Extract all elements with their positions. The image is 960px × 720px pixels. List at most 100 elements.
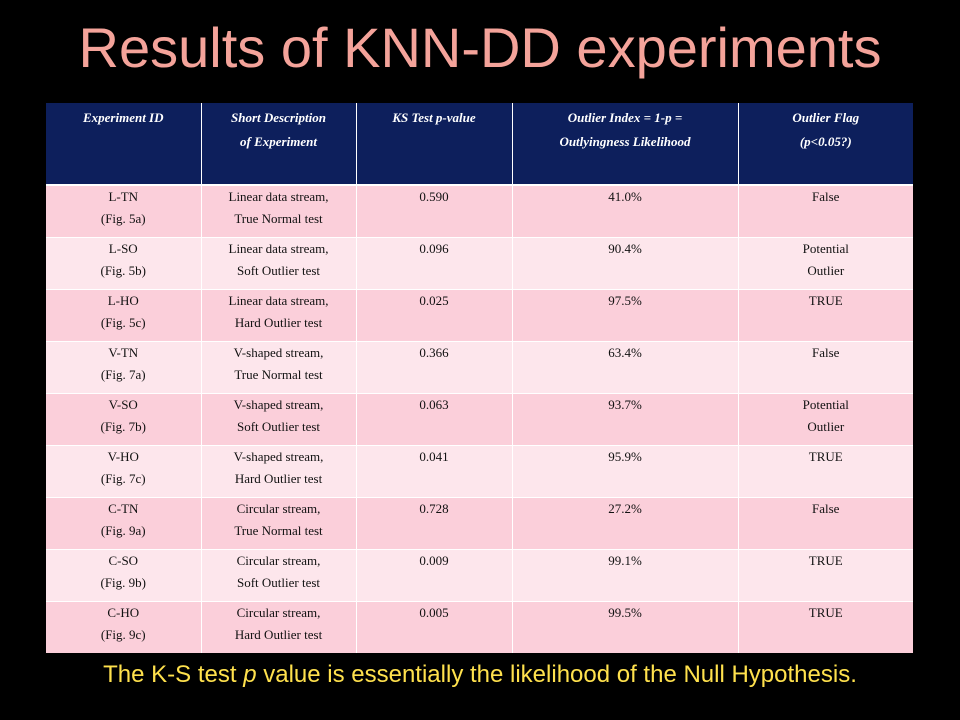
cell-experiment-id: C-SO (Fig. 9b) [46,549,201,602]
cell-outlier-flag: False [737,341,913,394]
table-row: L-SO (Fig. 5b) Linear data stream, Soft Out… [46,237,913,290]
cell-pvalue-line: 0.009 [419,553,449,568]
cell-outlier-index: 99.5% [511,601,738,653]
cell-experiment-id-line: C-TN [108,501,139,516]
cell-experiment-id-line: (Fig. 7c) [100,471,146,486]
header-line: KS Test p-value [392,110,476,125]
cell-description: Linear data stream, Hard Outlier test [200,289,356,342]
header-line: Short Description [231,110,326,125]
cell-description-line: Soft Outlier test [236,575,321,590]
cell-experiment-id: C-HO (Fig. 9c) [46,601,201,653]
cell-description-line: V-shaped stream, [233,345,324,360]
header-outlier-index: Outlier Index = 1-p = Outlyingness Likel… [511,103,738,186]
cell-experiment-id: L-TN (Fig. 5a) [46,184,201,238]
cell-experiment-id: V-HO (Fig. 7c) [46,445,201,498]
cell-pvalue: 0.590 [355,184,512,238]
header-line: Experiment ID [82,110,164,125]
cell-experiment-id-line: L-SO [108,241,138,256]
cell-description: Linear data stream, Soft Outlier test [200,237,356,290]
cell-outlier-flag-line: False [812,501,840,516]
cell-pvalue-line: 0.025 [419,293,449,308]
cell-experiment-id-line: (Fig. 5b) [100,263,147,278]
cell-experiment-id: V-SO (Fig. 7b) [46,393,201,446]
cell-outlier-index-line: 90.4% [608,241,642,256]
cell-pvalue-line: 0.041 [419,449,449,464]
cell-experiment-id: L-SO (Fig. 5b) [46,237,201,290]
cell-pvalue: 0.009 [355,549,512,602]
cell-outlier-index-line: 27.2% [608,501,642,516]
results-table: Experiment ID Short Description of Exper… [46,103,913,653]
cell-description: Circular stream, Soft Outlier test [200,549,356,602]
cell-experiment-id-line: L-TN [108,189,139,204]
header-experiment-id: Experiment ID [46,103,201,186]
table-row: V-SO (Fig. 7b) V-shaped stream, Soft Outlie… [46,393,913,446]
header-line: (p<0.05?) [799,134,852,149]
cell-outlier-flag: Potential Outlier [737,393,913,446]
cell-outlier-flag-line: Potential [802,397,849,412]
cell-description: Circular stream, Hard Outlier test [200,601,356,653]
cell-description-line: Circular stream, [236,501,321,516]
cell-experiment-id: C-TN (Fig. 9a) [46,497,201,550]
cell-description: V-shaped stream, Soft Outlier test [200,393,356,446]
cell-description-line: V-shaped stream, [233,449,324,464]
footer-p-italic: p [243,661,257,688]
header-line: Outlier Flag [792,110,860,125]
cell-outlier-index-line: 97.5% [608,293,642,308]
table-row: V-TN (Fig. 7a) V-shaped stream, True Normal… [46,341,913,394]
cell-experiment-id-line: (Fig. 9a) [100,523,146,538]
cell-outlier-index-line: 41.0% [608,189,642,204]
cell-outlier-index: 41.0% [511,184,738,238]
cell-experiment-id-line: (Fig. 9b) [100,575,147,590]
cell-pvalue-line: 0.728 [419,501,449,516]
cell-outlier-flag-line: False [812,345,840,360]
header-line: of Experiment [240,134,317,149]
cell-description-line: V-shaped stream, [233,397,324,412]
cell-pvalue-line: 0.366 [419,345,449,360]
cell-pvalue: 0.005 [355,601,512,653]
cell-description-line: Circular stream, [236,605,321,620]
header-short-description: Short Description of Experiment [200,103,356,186]
cell-outlier-index: 95.9% [511,445,738,498]
cell-description-line: Soft Outlier test [236,419,321,434]
table-row: C-HO (Fig. 9c) Circular stream, Hard Outlie… [46,601,913,653]
header-line: Outlier Index = 1-p = [567,110,683,125]
cell-outlier-index: 99.1% [511,549,738,602]
cell-outlier-flag: TRUE [737,445,913,498]
cell-experiment-id-line: (Fig. 5a) [100,211,146,226]
cell-description-line: True Normal test [234,523,323,538]
cell-outlier-index: 27.2% [511,497,738,550]
cell-description-line: Soft Outlier test [236,263,321,278]
cell-outlier-index: 90.4% [511,237,738,290]
cell-pvalue: 0.025 [355,289,512,342]
footer-text-after: value is essentially the likelihood of t… [256,661,857,688]
cell-pvalue-line: 0.096 [419,241,449,256]
cell-experiment-id-line: (Fig. 7a) [100,367,146,382]
cell-pvalue: 0.096 [355,237,512,290]
cell-experiment-id-line: V-HO [107,449,139,464]
cell-outlier-flag: TRUE [737,289,913,342]
cell-outlier-flag-line: False [812,189,840,204]
cell-outlier-flag-line: TRUE [808,449,843,464]
cell-outlier-index-line: 99.5% [608,605,642,620]
footer-note: The K-S test p value is essentially the … [0,657,960,693]
cell-description: Circular stream, True Normal test [200,497,356,550]
cell-experiment-id-line: (Fig. 5c) [100,315,146,330]
table-row: L-HO (Fig. 5c) Linear data stream, Hard Out… [46,289,913,342]
cell-outlier-flag-line: TRUE [808,293,843,308]
cell-outlier-flag-line: Outlier [807,419,845,434]
cell-description-line: Hard Outlier test [234,315,323,330]
cell-pvalue: 0.041 [355,445,512,498]
cell-outlier-flag: False [737,184,913,238]
cell-outlier-flag-line: TRUE [808,553,843,568]
cell-description-line: Hard Outlier test [234,627,323,642]
cell-description-line: Linear data stream, [228,293,329,308]
slide-title: Results of KNN-DD experiments [78,16,882,79]
header-ks-pvalue: KS Test p-value [355,103,512,186]
cell-pvalue-line: 0.590 [419,189,449,204]
cell-experiment-id: V-TN (Fig. 7a) [46,341,201,394]
cell-outlier-flag: False [737,497,913,550]
footer-text-before: The K-S test [103,661,244,688]
cell-experiment-id-line: (Fig. 9c) [100,627,146,642]
cell-description-line: True Normal test [234,367,323,382]
cell-outlier-index-line: 63.4% [608,345,642,360]
